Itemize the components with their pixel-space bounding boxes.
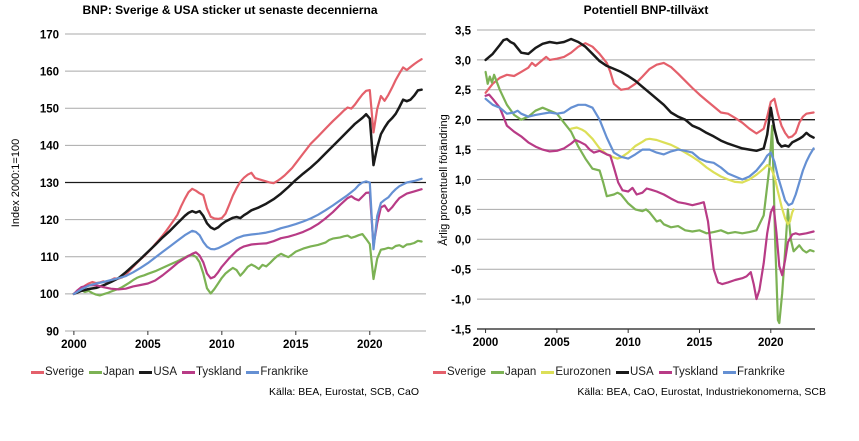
legend-item-sverige: Sverige xyxy=(433,366,486,378)
legend-item-sverige: Sverige xyxy=(31,366,84,378)
legend-label: Japan xyxy=(505,366,537,378)
y-tick-label: 140 xyxy=(40,141,59,153)
x-tick-label: 2000 xyxy=(61,339,87,351)
legend-dash-icon xyxy=(658,370,672,374)
y-tick-label: 150 xyxy=(40,104,59,116)
y-tick-label: 3,0 xyxy=(455,55,471,67)
series-line-sverige xyxy=(484,42,815,139)
y-tick-label: -0,5 xyxy=(451,265,471,277)
legend-label: Sverige xyxy=(447,366,486,378)
y-tick-label: 1,5 xyxy=(455,145,472,157)
y-tick-label: 3,5 xyxy=(455,25,472,37)
series-line-japan xyxy=(484,70,815,325)
legend-dash-icon xyxy=(246,370,260,374)
y-tick-label: 170 xyxy=(40,29,59,41)
legend-item-eurozonen: Eurozonen xyxy=(541,366,611,378)
y-tick-label: 0,0 xyxy=(455,235,471,247)
y-tick-label: -1,5 xyxy=(451,324,471,336)
legend-label: Tyskland xyxy=(672,366,719,378)
y-tick-label: 160 xyxy=(40,66,59,78)
legend-dash-icon xyxy=(433,370,446,374)
x-tick-label: 2005 xyxy=(135,339,161,351)
legend-item-japan: Japan xyxy=(89,366,134,378)
chart-title-potentiell-bnp: Potentiell BNP-tillväxt xyxy=(583,3,709,17)
x-tick-label: 2010 xyxy=(615,337,641,349)
y-axis-label-right: Årlig procentuell förändring xyxy=(438,114,450,246)
series-line-frankrike xyxy=(484,97,815,207)
series-line-tyskland xyxy=(72,188,423,295)
series-line-frankrike xyxy=(72,177,423,295)
y-tick-label: 0,5 xyxy=(455,205,472,217)
legend-item-frankrike: Frankrike xyxy=(723,366,785,378)
x-tick-label: 2015 xyxy=(687,337,713,349)
x-tick-label: 2015 xyxy=(283,339,309,351)
x-tick-label: 2020 xyxy=(758,337,784,349)
x-tick-label: 2010 xyxy=(209,339,235,351)
legend-item-tyskland: Tyskland xyxy=(182,366,241,378)
legend-dash-icon xyxy=(89,370,102,374)
legend-dash-icon xyxy=(139,370,153,374)
y-tick-label: 2,0 xyxy=(455,115,471,127)
legend-item-usa: USA xyxy=(139,366,177,378)
legend-item-usa: USA xyxy=(615,366,654,378)
y-tick-label: 90 xyxy=(46,326,59,338)
legend-dash-icon xyxy=(541,370,555,374)
legend-item-tyskland: Tyskland xyxy=(658,366,719,378)
legend-label: Frankrike xyxy=(260,366,309,378)
legend-label: Tyskland xyxy=(196,366,242,378)
chart-title-bnp-index: BNP: Sverige & USA sticker ut senaste de… xyxy=(82,3,378,17)
x-tick-label: 2005 xyxy=(544,337,570,349)
series-line-japan xyxy=(72,233,423,297)
legend-right: Sverige Japan Eurozonen USA Tyskland Frankrik… xyxy=(433,366,790,378)
source-note-left: Källa: BEA, Eurostat, SCB, CaO xyxy=(269,386,419,398)
legend-label: USA xyxy=(629,366,654,378)
legend-label: USA xyxy=(153,366,177,378)
x-tick-label: 2020 xyxy=(357,339,383,351)
legend-label: Japan xyxy=(103,366,135,378)
y-tick-label: 120 xyxy=(40,215,59,227)
y-tick-label: 110 xyxy=(40,252,59,264)
legend-item-japan: Japan xyxy=(491,366,536,378)
legend-label: Eurozonen xyxy=(555,366,611,378)
legend-dash-icon xyxy=(723,370,737,374)
y-tick-label: 130 xyxy=(40,178,59,190)
legend-label: Sverige xyxy=(45,366,84,378)
series-line-tyskland xyxy=(484,93,815,301)
x-tick-label: 2000 xyxy=(473,337,499,349)
series-line-sverige xyxy=(72,58,423,295)
series-line-usa xyxy=(72,88,423,296)
y-tick-label: 100 xyxy=(40,289,59,301)
y-tick-label: 2,5 xyxy=(455,85,472,97)
legend-dash-icon xyxy=(182,370,195,374)
legend-dash-icon xyxy=(491,370,504,374)
legend-item-frankrike: Frankrike xyxy=(246,366,308,378)
y-tick-label: -1,0 xyxy=(451,294,471,306)
series-line-usa xyxy=(484,37,815,153)
legend-label: Frankrike xyxy=(737,366,785,378)
y-axis-label-left: Index 2000:1=100 xyxy=(10,138,22,228)
y-tick-label: 1,0 xyxy=(455,175,471,187)
legend-dash-icon xyxy=(31,370,44,374)
source-note-right: Källa: BEA, CaO, Eurostat, Industriekono… xyxy=(577,386,826,398)
legend-left: Sverige Japan USA Tyskland Frankrike xyxy=(31,366,313,378)
legend-dash-icon xyxy=(615,370,629,374)
